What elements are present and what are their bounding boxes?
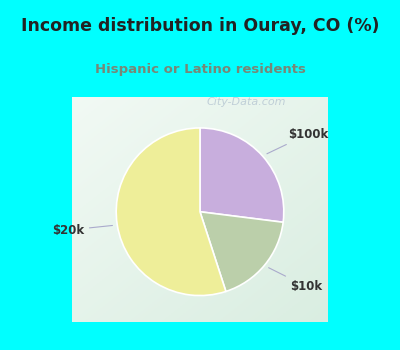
Wedge shape [116,128,226,295]
Text: $100k: $100k [267,127,328,154]
Text: Income distribution in Ouray, CO (%): Income distribution in Ouray, CO (%) [21,17,379,35]
Text: Hispanic or Latino residents: Hispanic or Latino residents [94,63,306,77]
Wedge shape [200,212,283,292]
Text: $20k: $20k [52,224,112,237]
Wedge shape [200,128,284,222]
Text: $10k: $10k [269,268,323,293]
Text: City-Data.com: City-Data.com [206,97,286,107]
